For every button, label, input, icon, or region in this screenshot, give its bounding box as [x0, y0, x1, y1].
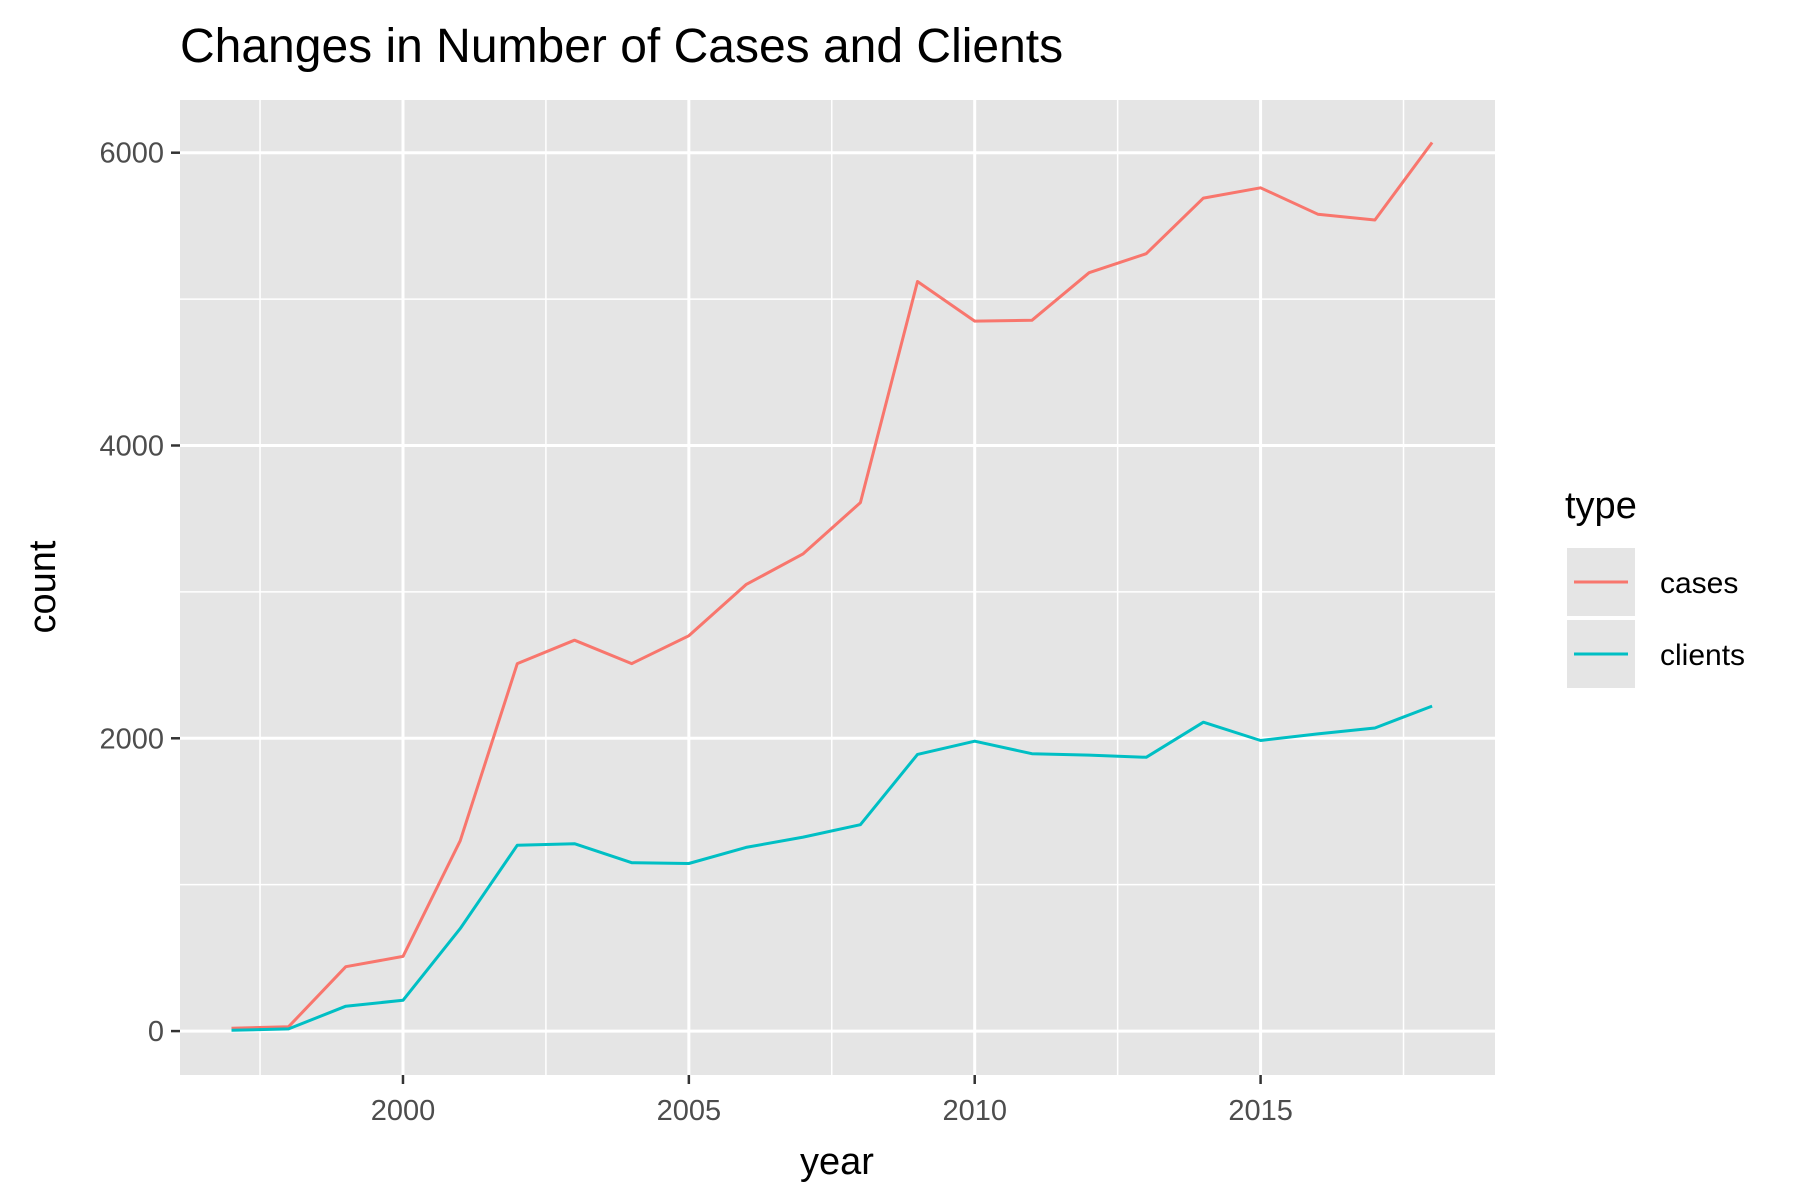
- series-line-cases: [231, 141, 1434, 1030]
- axis-ticks: [171, 151, 1262, 1084]
- legend: type cases clients: [1565, 485, 1745, 688]
- x-tick-label: 2015: [1228, 1095, 1293, 1127]
- plot-panel: [180, 100, 1495, 1075]
- y-tick-label: 0: [148, 1016, 164, 1048]
- legend-label-cases: cases: [1660, 567, 1738, 600]
- legend-label-clients: clients: [1660, 639, 1745, 672]
- series-lines: [231, 141, 1434, 1032]
- chart-title: Changes in Number of Cases and Clients: [180, 20, 1063, 73]
- y-axis-title: count: [22, 540, 64, 633]
- y-tick-label: 6000: [99, 138, 164, 170]
- legend-items: cases clients: [1567, 548, 1745, 688]
- y-tick-label: 4000: [99, 430, 164, 462]
- y-tick-label: 2000: [99, 723, 164, 755]
- x-tick-label: 2000: [371, 1095, 436, 1127]
- tick-labels: 2000 2005 2010 2015 0 2000 4000 6000: [99, 138, 1292, 1127]
- x-tick-label: 2010: [942, 1095, 1007, 1127]
- x-tick-label: 2005: [657, 1095, 722, 1127]
- series-line-clients: [231, 704, 1433, 1032]
- x-axis-title: year: [800, 1141, 874, 1183]
- legend-title: type: [1565, 485, 1637, 527]
